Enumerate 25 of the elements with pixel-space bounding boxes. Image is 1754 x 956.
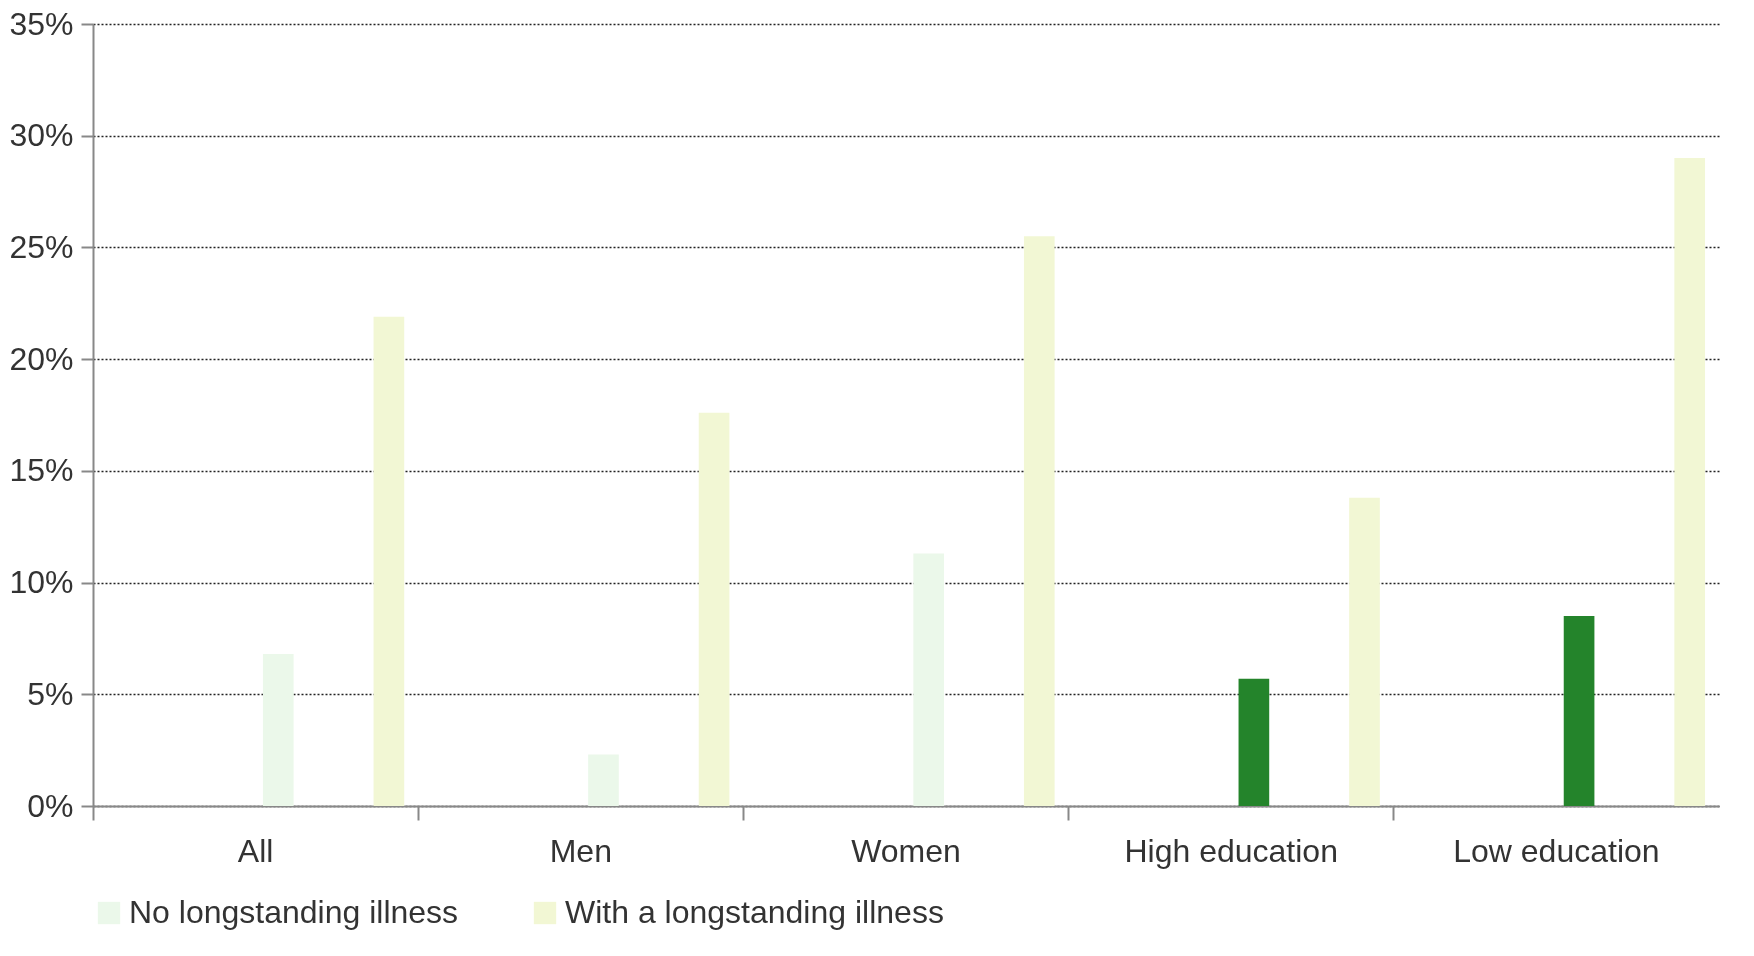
- y-tick-label: 30%: [9, 117, 74, 154]
- x-tick-label: All: [237, 832, 274, 869]
- y-tick-label: 35%: [9, 5, 74, 42]
- bar: [1023, 236, 1055, 806]
- bar: [1349, 497, 1380, 806]
- y-tick-label: 15%: [9, 452, 74, 489]
- bar: [262, 654, 294, 806]
- x-tick-label: High education: [1124, 832, 1338, 869]
- bar: [698, 412, 730, 806]
- x-tick-label: Women: [851, 832, 961, 869]
- legend-label: With a longstanding illness: [565, 894, 944, 930]
- bar: [1238, 678, 1270, 806]
- x-tick-label: Men: [549, 832, 612, 869]
- y-tick-label: 5%: [27, 675, 74, 712]
- bar: [588, 754, 619, 806]
- x-tick-label: Low education: [1453, 832, 1660, 869]
- y-tick-label: 25%: [9, 228, 74, 265]
- bar: [913, 553, 945, 806]
- legend-label: No longstanding illness: [129, 894, 459, 930]
- y-tick-label: 10%: [9, 564, 74, 601]
- y-tick-label: 0%: [27, 787, 74, 824]
- bar: [1563, 616, 1595, 806]
- y-tick-label: 20%: [9, 340, 74, 377]
- bar: [1674, 158, 1706, 806]
- bar: [373, 316, 405, 806]
